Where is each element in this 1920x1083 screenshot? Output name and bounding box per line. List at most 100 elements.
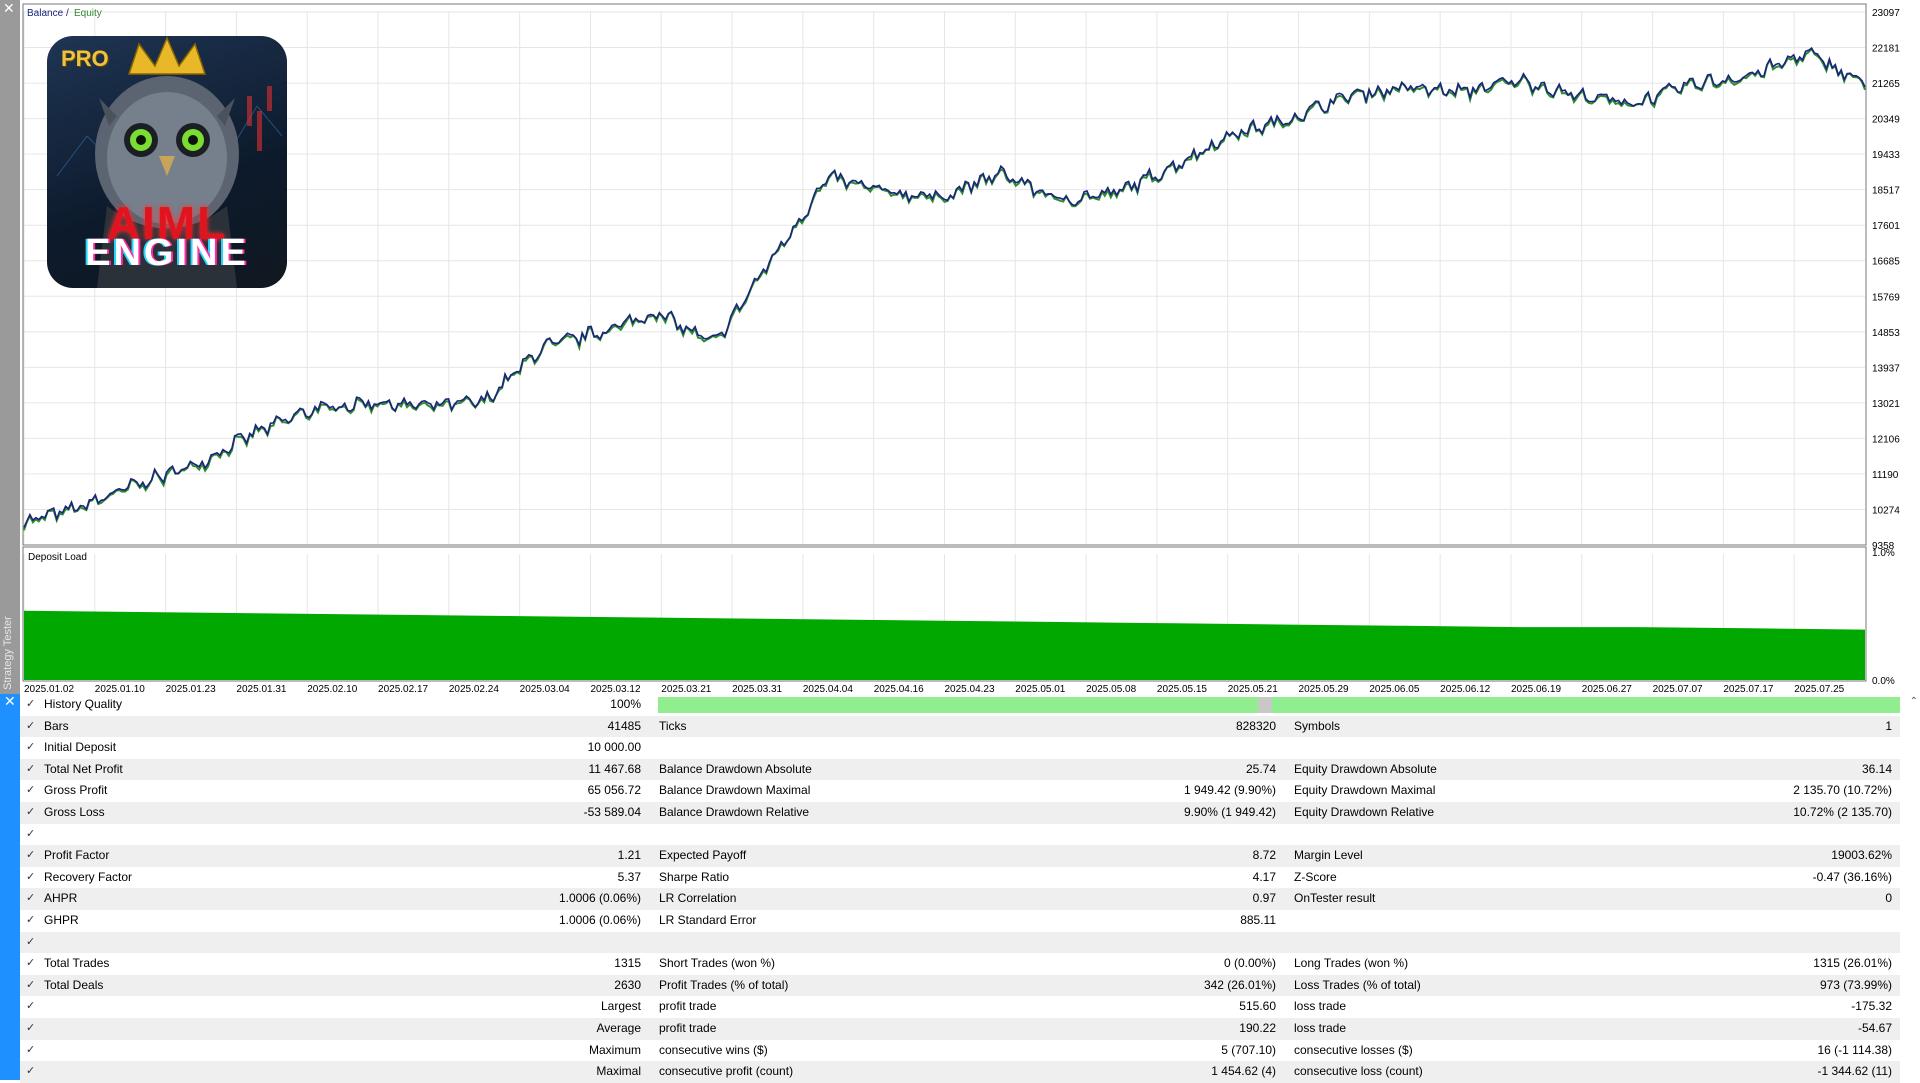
x-tick-label: 2025.07.07 — [1653, 684, 1703, 694]
checkmark-icon[interactable]: ✓ — [26, 762, 36, 775]
y-tick-label: 11190 — [1872, 470, 1899, 481]
stat-label: Equity Drawdown Absolute — [1294, 761, 1437, 776]
x-tick-label: 2025.06.12 — [1440, 684, 1490, 694]
x-tick-label: 2025.01.23 — [166, 684, 216, 694]
stat-label: consecutive wins ($) — [659, 1042, 768, 1057]
balance-series — [23, 47, 1866, 528]
stat-value: 1.0006 (0.06%) — [558, 891, 641, 906]
stat-value: Largest — [600, 999, 641, 1014]
close-icon[interactable]: ✕ — [3, 0, 15, 16]
stat-value: 1.21 — [617, 848, 641, 863]
x-tick-label: 2025.06.27 — [1582, 684, 1632, 694]
checkmark-icon[interactable]: ✓ — [26, 1022, 36, 1034]
stat-label: Z-Score — [1294, 869, 1337, 884]
stat-value: 1315 (26.01%) — [1813, 956, 1892, 971]
y-tick-label: 18517 — [1872, 186, 1900, 197]
stat-value: 1315 — [614, 956, 641, 971]
stat-value: 19003.62% — [1831, 848, 1892, 863]
stats-row: ✓ Total Trades 1315 Short Trades (won %) 0 (… — [20, 953, 1900, 975]
y-tick-label: 12106 — [1872, 434, 1900, 445]
aiml-engine-logo: PRO AIML ENGINE — [47, 36, 287, 288]
y-tick-label: 15769 — [1872, 292, 1900, 303]
backtest-results-table: ⌃ ✓ History Quality 100% ✓ Bars 41485 Ticks 828… — [20, 694, 1920, 1083]
stat-label: Total Net Profit — [44, 761, 123, 776]
stat-label: Margin Level — [1294, 848, 1363, 863]
stat-value: 0.97 — [1252, 891, 1276, 906]
stat-value: -1 344.62 (11) — [1817, 1064, 1893, 1079]
chart-area: Balance / Equity Deposit Load 23097 22181… — [22, 3, 1900, 694]
stat-value: -175.32 — [1851, 999, 1892, 1014]
stat-value: 11 467.68 — [588, 761, 642, 776]
stat-value: 8.72 — [1252, 848, 1276, 863]
checkmark-icon[interactable]: ✓ — [26, 914, 36, 926]
x-tick-label: 2025.03.04 — [520, 684, 570, 694]
x-tick-label: 2025.05.08 — [1086, 684, 1136, 694]
stats-panel-strip: ✕ — [0, 694, 20, 1080]
x-tick-label: 2025.03.12 — [590, 684, 640, 694]
stat-value: Average — [596, 1021, 641, 1035]
checkmark-icon[interactable]: ✓ — [26, 849, 36, 862]
x-tick-label: 2025.06.05 — [1369, 684, 1419, 694]
x-tick-label: 2025.02.24 — [449, 684, 499, 694]
checkmark-icon[interactable]: ✓ — [26, 1000, 36, 1013]
balance-label: Balance — [27, 8, 64, 19]
checkmark-icon[interactable]: ✓ — [26, 1043, 36, 1056]
stat-value: 2630 — [614, 977, 641, 992]
checkmark-icon[interactable]: ✓ — [26, 935, 36, 948]
y-tick-label: 10274 — [1872, 505, 1900, 516]
equity-label: Equity — [74, 8, 102, 19]
stat-value: 10 000.00 — [587, 740, 641, 755]
stat-label: Loss Trades (% of total) — [1294, 977, 1421, 992]
checkmark-icon[interactable]: ✓ — [26, 719, 36, 732]
checkmark-icon[interactable]: ✓ — [26, 698, 36, 710]
logo-engine-text: ENGINE — [85, 232, 249, 274]
stat-label: Expected Payoff — [659, 848, 747, 863]
y-tick-label: 13937 — [1872, 363, 1900, 374]
stat-value: 65 056.72 — [587, 783, 641, 798]
stat-value: 5.37 — [617, 869, 641, 884]
stats-row: ✓ Initial Deposit 10 000.00 — [20, 737, 1900, 759]
stat-label: consecutive losses ($) — [1294, 1042, 1413, 1057]
stats-row: ✓ Gross Loss -53 589.04 Balance Drawdown Re… — [20, 802, 1900, 824]
checkmark-icon[interactable]: ✓ — [26, 957, 36, 970]
history-quality-bar — [658, 697, 1900, 713]
stat-label: OnTester result — [1294, 891, 1376, 906]
y-tick-label: 14853 — [1872, 328, 1900, 339]
deposit-load-label: Deposit Load — [28, 552, 87, 563]
checkmark-icon[interactable]: ✓ — [26, 892, 36, 905]
stat-label: Gross Profit — [44, 783, 108, 798]
stats-row: ✓ Maximal consecutive profit (count) 1 454.… — [20, 1061, 1900, 1083]
close-stats-icon[interactable]: ✕ — [4, 693, 16, 709]
checkmark-icon[interactable]: ✓ — [26, 806, 36, 818]
stat-label: Symbols — [1294, 718, 1341, 733]
checkmark-icon[interactable]: ✓ — [26, 870, 36, 883]
checkmark-icon[interactable]: ✓ — [26, 827, 36, 840]
stat-value: 342 (26.01%) — [1203, 977, 1276, 992]
checkmark-icon[interactable]: ✓ — [26, 1065, 36, 1078]
x-tick-label: 2025.06.19 — [1511, 684, 1561, 694]
scroll-up-icon[interactable]: ⌃ — [1909, 696, 1918, 707]
main-grid — [23, 11, 1865, 546]
stat-value: 0 (0.00%) — [1223, 956, 1276, 971]
stat-value: 515.60 — [1239, 999, 1276, 1014]
stat-value: 4.17 — [1252, 869, 1276, 884]
stats-row: ✓ Recovery Factor 5.37 Sharpe Ratio 4.17 Z-Sc… — [20, 867, 1900, 889]
stat-value: 190.22 — [1239, 1021, 1276, 1035]
x-tick-label: 2025.01.02 — [24, 684, 74, 694]
y-tick-label: 19433 — [1872, 150, 1900, 161]
stats-row: ✓ — [20, 931, 1900, 954]
stat-value: 973 (73.99%) — [1819, 977, 1892, 992]
load-frame — [22, 546, 1867, 682]
y-tick-label: 20349 — [1872, 115, 1900, 126]
stats-row: ✓ Bars 41485 Ticks 828320 Symbols 1 — [20, 715, 1900, 738]
checkmark-icon[interactable]: ✓ — [26, 978, 36, 991]
x-tick-label: 2025.05.15 — [1157, 684, 1207, 694]
stats-row: ✓ Average profit trade 190.22 loss trade -54.… — [20, 1018, 1900, 1040]
stat-label: loss trade — [1294, 999, 1347, 1014]
stat-label: Initial Deposit — [44, 740, 117, 755]
stats-row: ✓ Largest profit trade 515.60 loss trade -175… — [20, 996, 1900, 1018]
checkmark-icon[interactable]: ✓ — [26, 741, 36, 754]
checkmark-icon[interactable]: ✓ — [26, 784, 36, 797]
deposit-load-area — [24, 610, 1865, 680]
stat-label: Total Deals — [44, 977, 104, 992]
